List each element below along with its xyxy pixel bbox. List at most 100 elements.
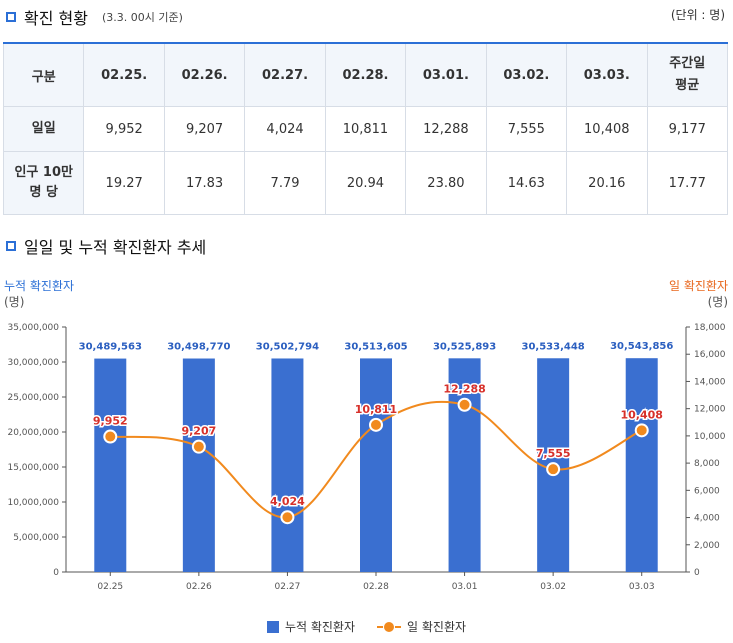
left-tick-label: 0 — [53, 568, 59, 578]
header-cell: 02.28. — [324, 42, 407, 107]
legend-bar-label: 누적 확진환자 — [284, 620, 356, 634]
bar — [271, 358, 304, 572]
left-tick-label: 15,000,000 — [7, 463, 59, 473]
header-cell: 03.03. — [566, 42, 648, 107]
status-title: 확진 현황 — [24, 9, 88, 28]
line-value-label: 4,024 — [270, 495, 305, 508]
left-tick-label: 10,000,000 — [7, 498, 59, 508]
unit-label: (단위 : 명) — [670, 8, 725, 22]
header-cell: 02.27. — [244, 42, 326, 107]
table-cell: 17.83 — [163, 151, 246, 215]
status-subtitle: (3.3. 00시 기준) — [101, 11, 183, 24]
header-cell: 02.26. — [163, 42, 246, 107]
right-tick-label: 8,000 — [694, 459, 720, 469]
square-bullet-icon — [6, 12, 16, 22]
table-cell: 9,177 — [646, 106, 728, 152]
line-value-label: 9,207 — [181, 425, 216, 438]
right-tick-label: 16,000 — [694, 350, 726, 360]
right-tick-label: 10,000 — [694, 432, 726, 442]
line-swatch-icon — [377, 621, 402, 632]
table-cell: 7,555 — [485, 106, 568, 152]
right-tick-label: 2,000 — [694, 541, 720, 551]
table-cell: 12,288 — [405, 106, 487, 152]
bar-value-label: 30,513,605 — [344, 341, 407, 352]
right-tick-label: 6,000 — [694, 486, 720, 496]
trend-chart: 0 5,000,000 10,000,000 15,000,000 20,000,000… — [7, 323, 726, 592]
trend-title: 일일 및 누적 확진환자 추세 — [24, 238, 207, 257]
legend-line-label: 일 확진환자 — [407, 620, 467, 634]
legend-item-bar[interactable]: 누적 확진환자 — [266, 618, 356, 635]
table-cell: 20.16 — [566, 151, 648, 215]
bar-value-label: 30,543,856 — [610, 341, 673, 352]
header-cell: 02.25. — [83, 42, 165, 107]
table-cell: 10,408 — [566, 106, 648, 152]
x-tick-label: 02.26 — [186, 582, 212, 592]
legend-item-line[interactable]: 일 확진환자 — [377, 618, 466, 635]
table-cell: 19.27 — [83, 151, 165, 215]
right-axis-title-text: 일 확진환자 — [668, 279, 728, 293]
bar — [448, 358, 481, 572]
line-value-label: 10,811 — [355, 403, 397, 416]
line-value-label: 7,555 — [536, 447, 571, 460]
header-cell: 03.01. — [405, 42, 487, 107]
right-tick-label: 4,000 — [694, 514, 720, 524]
row-label: 일일 — [2, 106, 85, 152]
right-tick-label: 18,000 — [694, 323, 726, 333]
left-tick-label: 25,000,000 — [7, 393, 59, 403]
header-cell: 03.02. — [485, 42, 568, 107]
bar — [360, 358, 392, 572]
table-row: 인구 10만 명 당 19.27 17.83 7.79 20.94 23.80 … — [2, 151, 728, 215]
right-tick-label: 0 — [694, 568, 700, 578]
line-point — [634, 423, 649, 438]
table-cell: 9,207 — [163, 106, 246, 152]
left-tick-label: 35,000,000 — [7, 323, 59, 333]
table-header-row: 구분 02.25. 02.26. 02.27. 02.28. 03.01. 03… — [2, 42, 728, 107]
table-row: 일일 9,952 9,207 4,024 10,811 12,288 7,555… — [2, 106, 728, 152]
line-point — [191, 439, 206, 454]
line-point — [546, 462, 561, 477]
square-bullet-icon — [6, 241, 16, 251]
line-point — [103, 429, 118, 444]
header-cell: 주간일 평균 — [646, 42, 728, 107]
x-tick-label: 02.28 — [363, 582, 389, 592]
left-axis-title: 누적 확진환자 (명) — [4, 278, 74, 310]
table-cell: 9,952 — [83, 106, 165, 152]
line-value-label: 10,408 — [620, 408, 662, 421]
x-tick-label: 03.03 — [629, 582, 655, 592]
line-value-label: 12,288 — [443, 383, 485, 396]
chart-legend: 누적 확진환자 일 확진환자 — [0, 618, 733, 635]
table-cell: 4,024 — [244, 106, 326, 152]
left-tick-label: 5,000,000 — [13, 533, 59, 543]
x-tick-label: 03.01 — [452, 582, 478, 592]
table-cell: 10,811 — [324, 106, 407, 152]
header-cell: 구분 — [2, 42, 85, 107]
section-title-status: 확진 현황 (3.3. 00시 기준) — [6, 5, 183, 29]
section-title-trend: 일일 및 누적 확진환자 추세 — [6, 234, 206, 258]
bar — [182, 358, 215, 572]
status-table: 구분 02.25. 02.26. 02.27. 02.28. 03.01. 03… — [2, 42, 728, 215]
table-cell: 23.80 — [405, 151, 487, 215]
table-cell: 7.79 — [244, 151, 326, 215]
bar — [625, 358, 658, 572]
bar — [94, 358, 127, 572]
left-tick-label: 20,000,000 — [7, 428, 59, 438]
line-point — [369, 417, 383, 432]
x-tick-label: 02.27 — [275, 582, 301, 592]
bar-swatch-icon — [266, 620, 279, 633]
right-axis-title: 일 확진환자 (명) — [669, 278, 728, 310]
bar-value-label: 30,502,794 — [256, 341, 319, 352]
line-value-label: 9,952 — [93, 415, 128, 428]
bar-value-label: 30,489,563 — [79, 342, 142, 353]
left-axis-unit: (명) — [4, 295, 25, 309]
table-cell: 20.94 — [324, 151, 407, 215]
x-tick-label: 02.25 — [97, 582, 123, 592]
line-point — [457, 397, 472, 412]
bar-value-label: 30,533,448 — [522, 341, 585, 352]
bar-value-label: 30,525,893 — [433, 341, 496, 352]
bar-value-label: 30,498,770 — [167, 342, 230, 353]
left-tick-label: 30,000,000 — [7, 358, 59, 368]
right-tick-label: 14,000 — [694, 377, 726, 387]
row-label: 인구 10만 명 당 — [2, 151, 85, 215]
table-cell: 14.63 — [485, 151, 568, 215]
left-axis-title-text: 누적 확진환자 — [4, 279, 75, 293]
